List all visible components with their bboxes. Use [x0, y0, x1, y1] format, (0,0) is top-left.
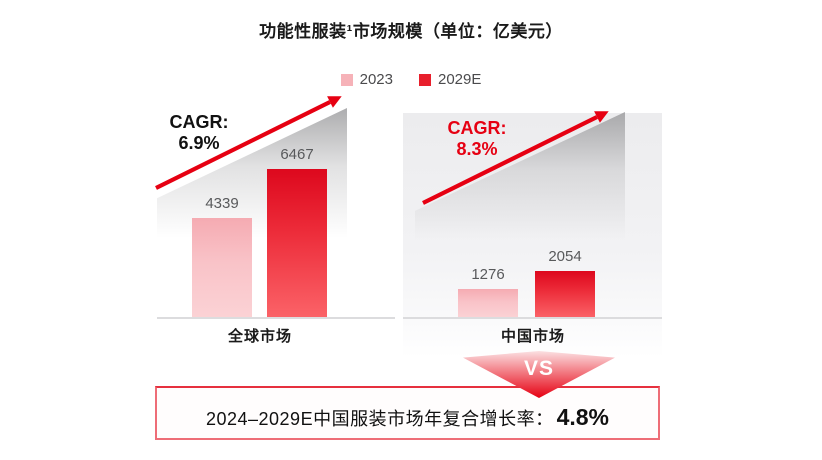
cagr-china: CAGR: 8.3%: [434, 118, 520, 160]
bar-value-label: 2054: [548, 248, 582, 265]
bar-value-label: 4339: [205, 195, 239, 212]
trend-arrow-icon: [422, 111, 609, 205]
bar-2029e: [267, 169, 327, 318]
legend-swatch-2029e: [419, 73, 431, 86]
vs-badge: VS: [463, 351, 615, 398]
x-axis-line: [403, 317, 662, 319]
bar-group-global-2023: 4339: [192, 195, 252, 318]
market-label-global: 全球市场: [227, 328, 292, 345]
legend-item-2023: 2023: [340, 71, 393, 88]
legend-item-2029e: 2029E: [419, 71, 481, 88]
bar-group-china-2023: 1276: [458, 266, 518, 318]
bar-group-china-2029e: 2054: [535, 248, 595, 318]
legend-swatch-2023: [340, 73, 353, 86]
cagr-global: CAGR: 6.9%: [156, 112, 242, 154]
chart-global-market: CAGR: 6.9% 4339 6467 全球市场: [148, 85, 400, 350]
page-title: 功能性服装¹市场规模（单位：亿美元）: [259, 22, 563, 41]
bar-2029e: [535, 271, 595, 318]
legend-label-2023: 2023: [359, 71, 393, 88]
chart-legend: 2023 2029E: [0, 71, 822, 88]
vs-label: VS: [523, 357, 554, 380]
summary-banner: 2024–2029E中国服装市场年复合增长率： 4.8%: [155, 386, 660, 440]
x-axis-line: [157, 317, 395, 319]
bar-2023: [458, 289, 518, 318]
bar-value-label: 1276: [471, 266, 505, 283]
market-label-china: 中国市场: [500, 328, 565, 345]
cagr-value: 8.3%: [456, 139, 498, 160]
bar-group-global-2029e: 6467: [267, 146, 327, 318]
cagr-label: CAGR:: [169, 112, 229, 132]
chart-china-market: CAGR: 8.3% 1276 2054 中国市场: [400, 85, 665, 365]
bar-value-label: 6467: [280, 146, 314, 163]
bar-2023: [192, 218, 252, 318]
banner-value: 4.8%: [556, 404, 610, 430]
legend-label-2029e: 2029E: [438, 71, 482, 88]
trend-arrow-icon: [155, 96, 342, 190]
cagr-value: 6.9%: [178, 133, 220, 154]
cagr-label: CAGR:: [447, 118, 507, 138]
banner-text: 2024–2029E中国服装市场年复合增长率：: [205, 409, 554, 429]
